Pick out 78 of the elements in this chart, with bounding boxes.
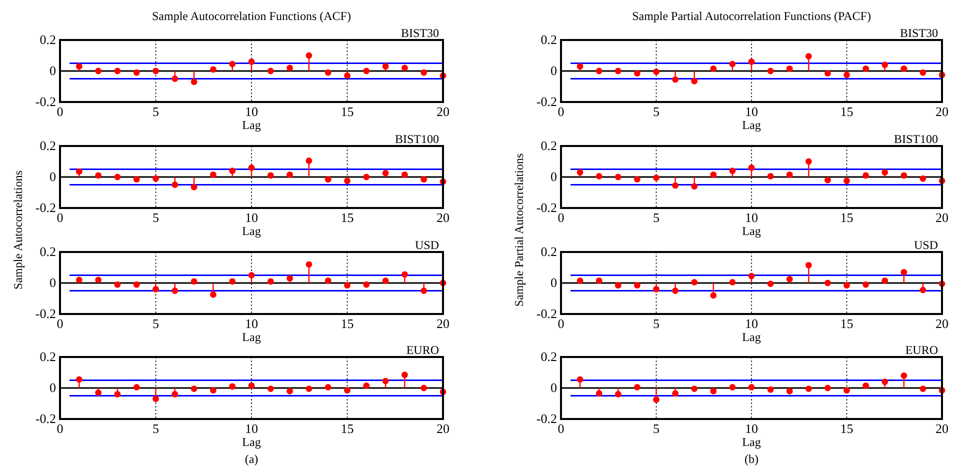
x-tick-label: 15 — [340, 316, 354, 331]
chart-subtitle: EURO — [406, 343, 440, 357]
x-tick-label: 5 — [152, 104, 159, 119]
y-axis-title: Sample Partial Autocorrelations — [512, 153, 526, 307]
x-tick-label: 15 — [840, 316, 854, 331]
x-tick-label: 15 — [840, 421, 854, 436]
y-tick-label: 0 — [550, 169, 557, 184]
chart-subtitle: BIST100 — [394, 132, 439, 146]
x-axis-title: Lag — [242, 330, 261, 344]
y-tick-label: 0.2 — [540, 138, 557, 153]
y-tick-label: 0 — [50, 275, 56, 290]
x-tick-label: 10 — [245, 421, 258, 436]
chart-title: Sample Autocorrelation Functions (ACF) — [152, 9, 351, 23]
x-tick-label: 10 — [745, 104, 758, 119]
x-tick-label: 5 — [152, 316, 159, 331]
x-axis-title: Lag — [742, 118, 761, 132]
x-tick-label: 5 — [653, 104, 660, 119]
chart-subtitle: USD — [414, 238, 440, 252]
y-tick-label: 0 — [50, 380, 56, 395]
x-axis-title: Lag — [242, 224, 261, 238]
y-tick-label: 0 — [50, 63, 56, 78]
y-tick-label: 0 — [550, 380, 557, 395]
x-tick-label: 10 — [245, 210, 258, 225]
x-tick-label: 10 — [245, 104, 258, 119]
y-tick-label: -0.2 — [35, 200, 56, 215]
x-tick-label: 20 — [436, 421, 450, 436]
x-tick-label: 20 — [936, 210, 948, 225]
x-tick-label: 20 — [436, 316, 450, 331]
x-tick-label: 20 — [936, 104, 948, 119]
y-tick-label: -0.2 — [35, 411, 56, 426]
y-axis-title: Sample Autocorrelations — [11, 170, 25, 290]
y-tick-label: -0.2 — [35, 306, 56, 321]
y-tick-label: 0.2 — [540, 32, 557, 47]
chart-subtitle: EURO — [905, 343, 938, 357]
x-tick-label: 20 — [936, 421, 948, 436]
y-tick-label: -0.2 — [536, 200, 557, 215]
x-axis-title: Lag — [742, 330, 761, 344]
x-tick-label: 5 — [653, 421, 660, 436]
chart-subtitle: BIST30 — [400, 26, 439, 40]
y-tick-label: -0.2 — [536, 306, 557, 321]
y-tick-label: 0.2 — [40, 32, 56, 47]
x-axis-title: Lag — [242, 118, 261, 132]
x-axis-title: Lag — [742, 435, 761, 449]
x-axis-title: Lag — [742, 224, 761, 238]
x-tick-label: 5 — [152, 421, 159, 436]
y-tick-label: 0.2 — [40, 244, 56, 259]
x-tick-label: 20 — [436, 210, 450, 225]
x-tick-label: 15 — [840, 104, 854, 119]
x-tick-label: 15 — [340, 421, 354, 436]
y-tick-label: -0.2 — [536, 94, 557, 109]
x-tick-label: 5 — [653, 316, 660, 331]
x-tick-label: 10 — [745, 210, 758, 225]
x-tick-label: 5 — [653, 210, 660, 225]
y-tick-label: 0 — [550, 63, 557, 78]
x-tick-label: 15 — [340, 104, 354, 119]
y-tick-label: 0 — [550, 275, 557, 290]
chart-subtitle: BIST30 — [900, 26, 938, 40]
y-tick-label: 0.2 — [540, 349, 557, 364]
x-tick-label: 10 — [245, 316, 258, 331]
x-tick-label: 15 — [840, 210, 854, 225]
chart-subtitle: BIST100 — [894, 132, 938, 146]
y-tick-label: -0.2 — [35, 94, 56, 109]
x-tick-label: 15 — [340, 210, 354, 225]
y-tick-label: 0 — [50, 169, 56, 184]
x-axis-title: Lag — [242, 435, 261, 449]
y-tick-label: -0.2 — [536, 411, 557, 426]
x-tick-label: 10 — [745, 316, 758, 331]
chart-title: Sample Partial Autocorrelation Functions (PACF) — [632, 9, 871, 23]
y-tick-label: 0.2 — [540, 244, 557, 259]
x-tick-label: 20 — [936, 316, 948, 331]
x-tick-label: 5 — [152, 210, 159, 225]
text: (b) — [744, 452, 758, 466]
x-tick-label: 20 — [436, 104, 450, 119]
y-tick-label: 0.2 — [40, 138, 56, 153]
y-tick-label: 0.2 — [40, 349, 56, 364]
chart-subtitle: USD — [914, 238, 938, 252]
x-tick-label: 10 — [745, 421, 758, 436]
text: (a) — [244, 452, 258, 466]
